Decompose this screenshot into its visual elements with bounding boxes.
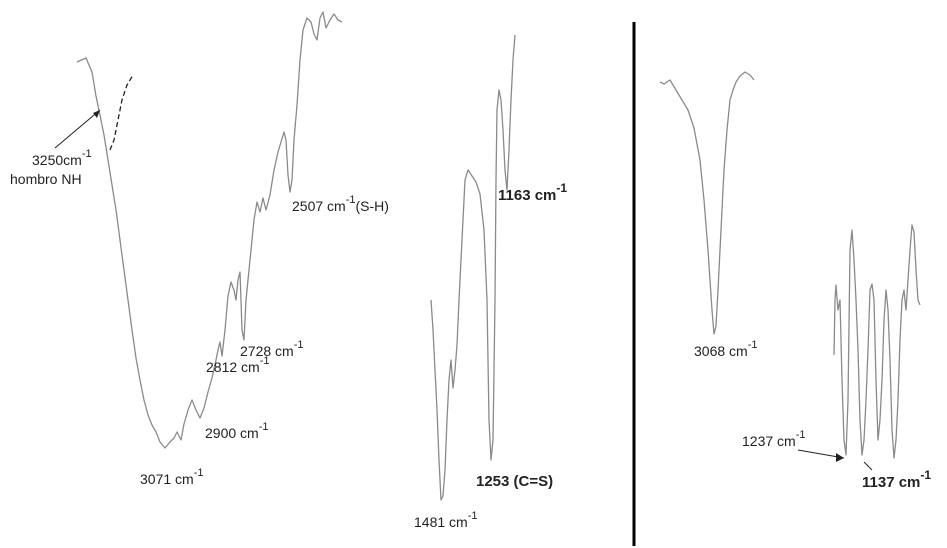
tick-line-1137 [863,461,873,471]
spectrum-trace-right-lower [833,224,921,459]
peak-label-2728: 2728 cm-1 [240,339,304,359]
peak-label-1481: 1481 cm-1 [414,510,478,530]
peak-label-3250: 3250cm-1 [32,148,92,168]
peak-label-2900: 2900 cm-1 [205,421,269,441]
arrow-head-3250 [93,110,100,118]
peak-label-1163: 1163 cm-1 [498,181,567,204]
peak-label-3071: 3071 cm-1 [140,467,204,487]
peak-label-2812: 2812 cm-1 [206,355,270,375]
peak-note-hombro: hombro NH [10,171,82,187]
spectrum-trace-left [76,11,343,449]
peak-label-1237: 1237 cm-1 [742,429,806,449]
peak-label-1137: 1137 cm-1 [862,468,931,491]
shoulder-dashed-line [109,74,134,151]
peak-label-2507: 2507 cm-1(S-H) [292,194,389,214]
peak-label-3068: 3068 cm-1 [694,339,758,359]
arrow-head-1237 [836,453,844,462]
spectrum-trace-right-upper [659,71,755,335]
peak-label-1253: 1253 (C=S) [476,473,553,490]
spectrum-trace-middle [430,34,516,501]
arrow-line-3250 [54,109,101,149]
